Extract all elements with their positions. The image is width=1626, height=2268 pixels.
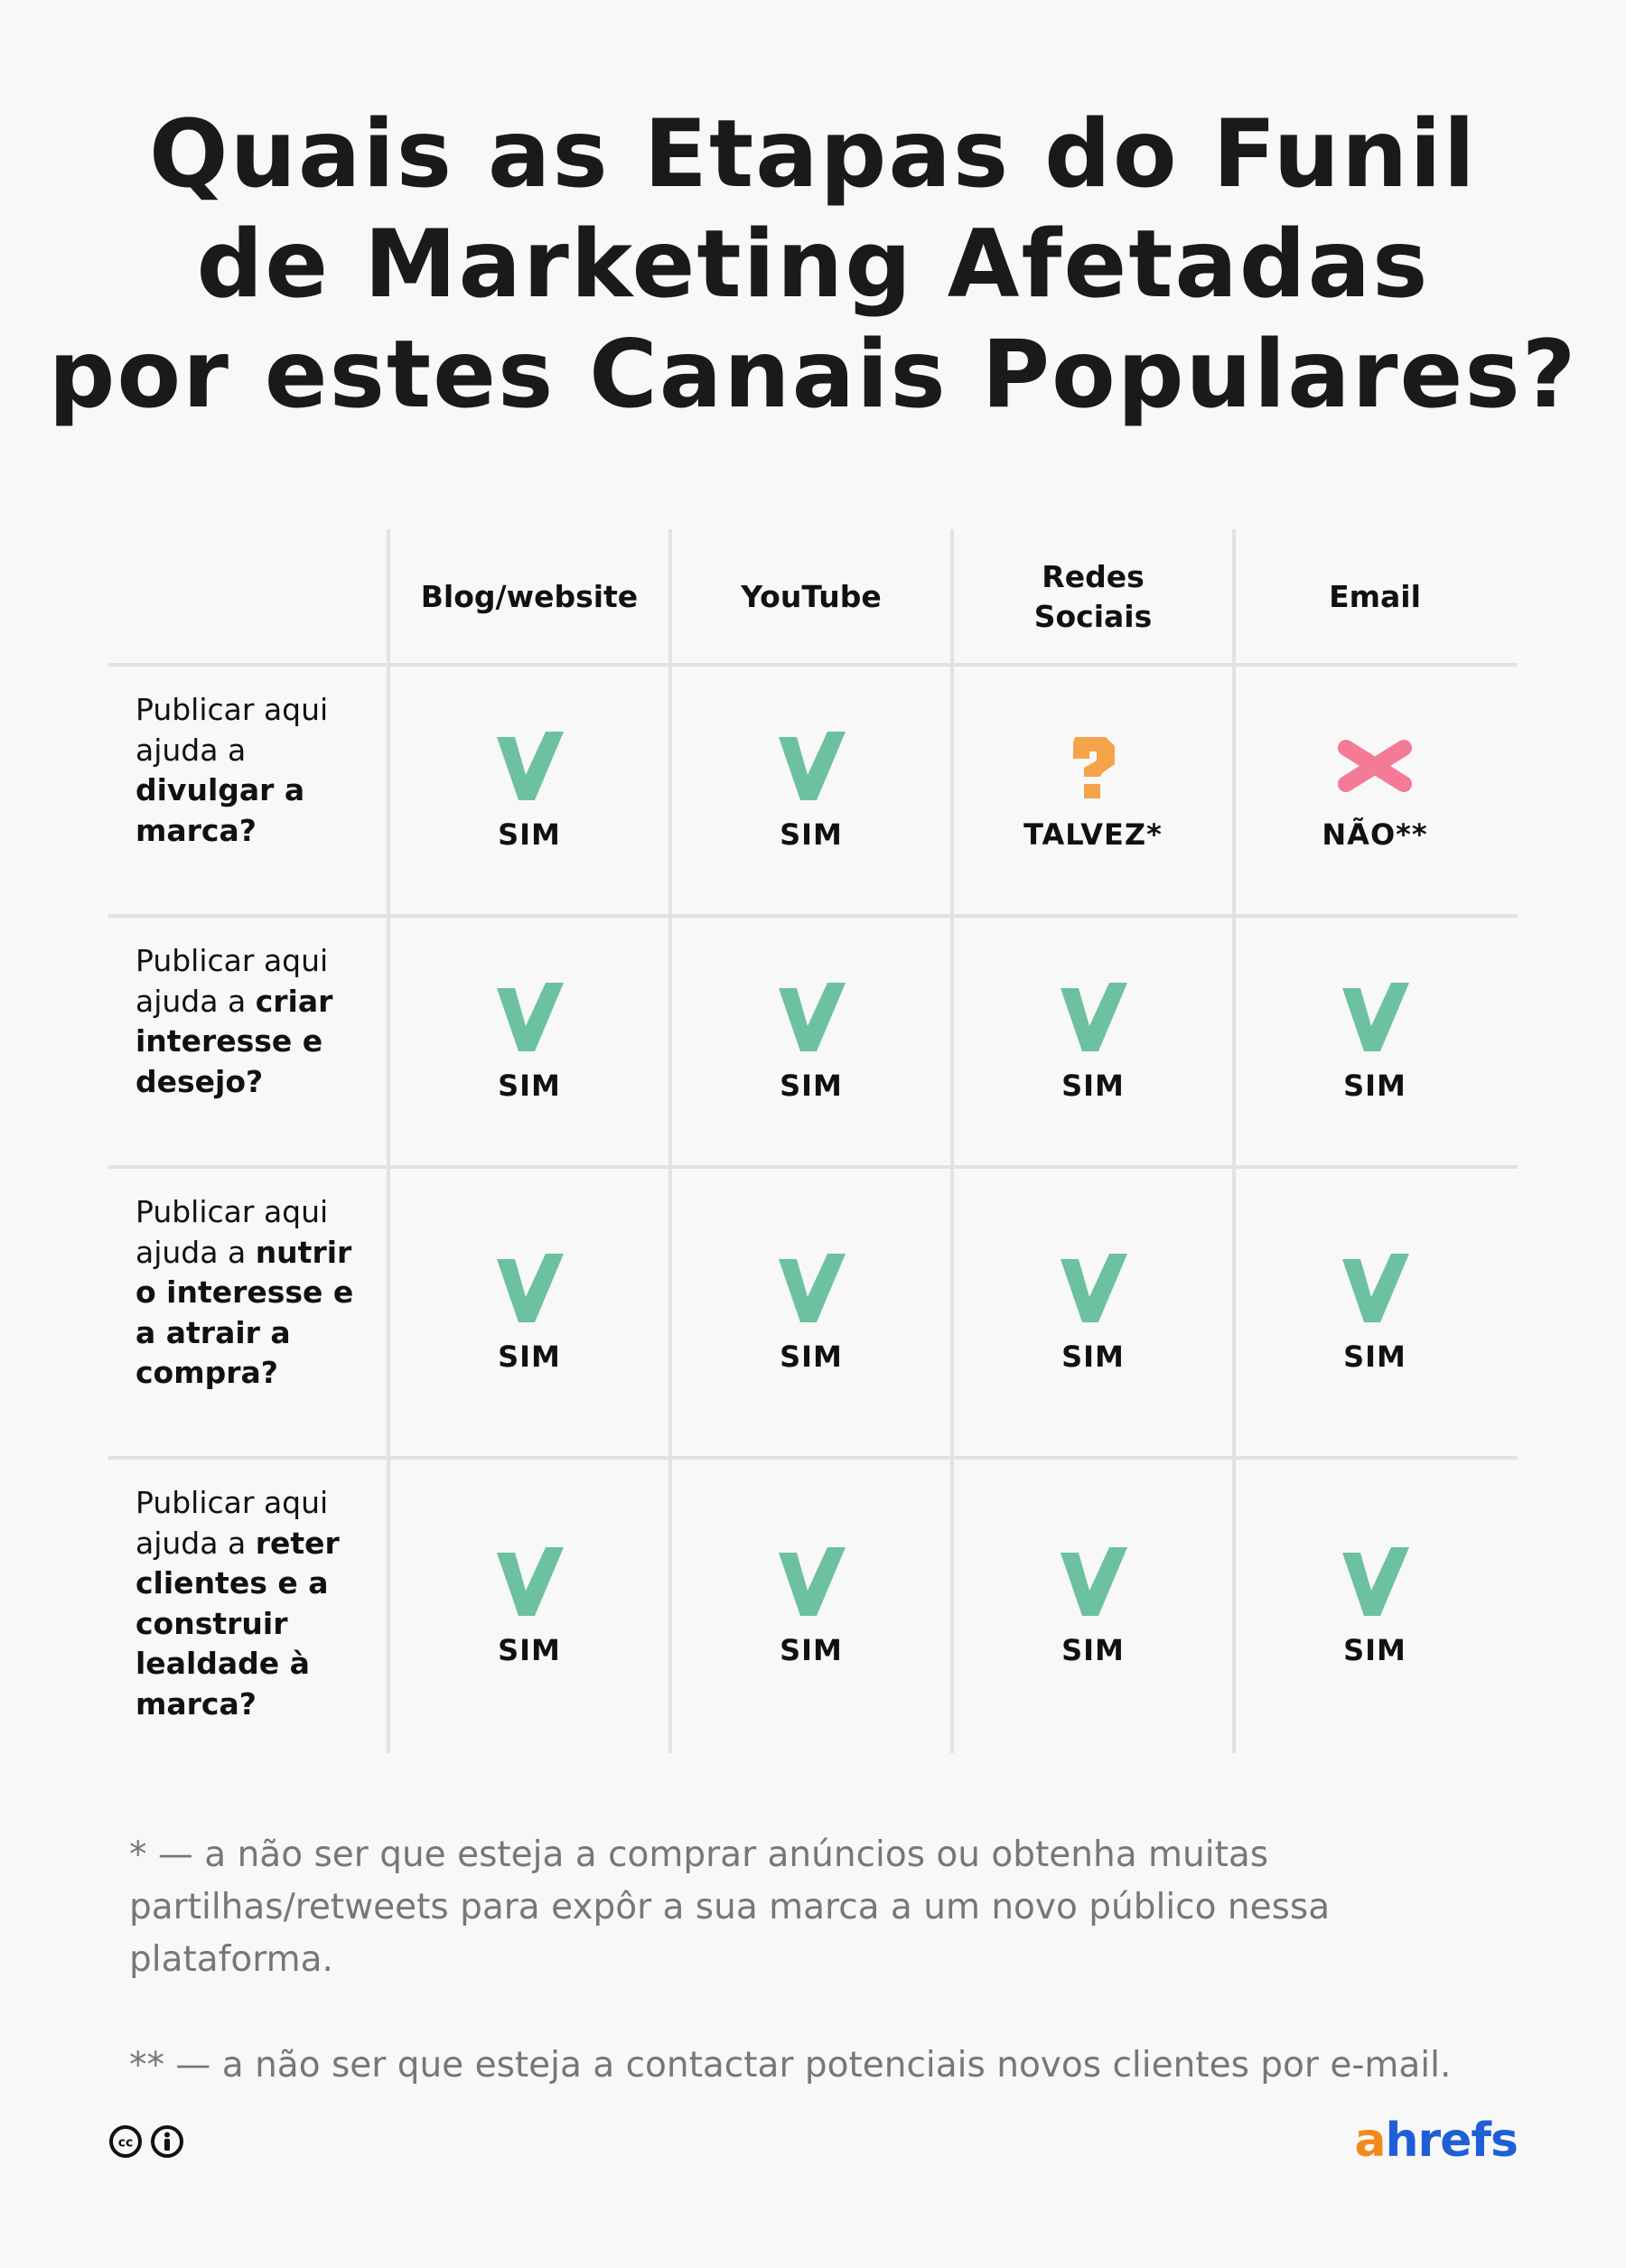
answer-cell: SIM xyxy=(390,1167,668,1458)
answer-label: SIM xyxy=(498,1069,561,1103)
check-icon xyxy=(773,1544,849,1619)
cross-icon xyxy=(1337,728,1413,804)
row-question-emphasis: reter clientes e a construir lealdade à … xyxy=(136,1525,340,1722)
row-question: Publicar aqui ajuda a reter clientes e a… xyxy=(136,1483,361,1724)
column-header-label: YouTube xyxy=(741,579,882,614)
answer-label: SIM xyxy=(1061,1632,1125,1667)
svg-text:cc: cc xyxy=(118,2136,134,2151)
title-line-1: Quais as Etapas do Funil xyxy=(149,100,1477,209)
answer-label: SIM xyxy=(498,1632,561,1667)
page-title: Quais as Etapas do Funil de Marketing Af… xyxy=(0,99,1626,430)
answer-cell: SIM xyxy=(672,1458,950,1753)
answer-cell: SIM xyxy=(390,1458,668,1753)
row-question-text: Publicar aqui ajuda a xyxy=(136,1194,329,1270)
title-line-2: de Marketing Afetadas xyxy=(196,210,1430,319)
column-header-label: Email xyxy=(1329,579,1421,614)
footnote-double-asterisk: ** — a não ser que esteja a contactar po… xyxy=(129,2045,1452,2086)
logo-rest: hrefs xyxy=(1385,2114,1519,2168)
answer-label: SIM xyxy=(780,817,843,852)
answer-label: SIM xyxy=(498,1339,561,1374)
answer-label: SIM xyxy=(780,1339,843,1374)
answer-cell: SIM xyxy=(672,1167,950,1458)
answer-label: SIM xyxy=(1343,1339,1406,1374)
license-icons: cc xyxy=(108,2124,184,2162)
answer-label: SIM xyxy=(1061,1069,1125,1103)
answer-label: SIM xyxy=(780,1069,843,1103)
row-question: Publicar aqui ajuda a divulgar a marca? xyxy=(136,690,361,851)
grid-horizontal-line xyxy=(108,1456,1518,1460)
row-question: Publicar aqui ajuda a criar interesse e … xyxy=(136,941,361,1102)
check-icon xyxy=(1055,979,1131,1055)
logo-a: a xyxy=(1354,2114,1386,2168)
answer-label: SIM xyxy=(1343,1632,1406,1667)
row-question-text: Publicar aqui ajuda a xyxy=(136,1485,329,1561)
check-icon xyxy=(1055,1544,1131,1619)
answer-cell: SIM xyxy=(672,916,950,1167)
answer-label: SIM xyxy=(780,1632,843,1667)
comparison-table: Blog/website YouTube Redes Sociais Email Pub… xyxy=(108,529,1518,1753)
check-icon xyxy=(1337,979,1413,1055)
grid-vertical-line xyxy=(950,529,954,1753)
check-icon xyxy=(491,1250,567,1326)
grid-horizontal-line xyxy=(108,914,1518,918)
answer-label: TALVEZ* xyxy=(1023,817,1163,852)
check-icon xyxy=(773,979,849,1055)
answer-cell: TALVEZ* xyxy=(954,665,1232,916)
answer-cell: SIM xyxy=(1236,1167,1514,1458)
answer-cell: SIM xyxy=(1236,1458,1514,1753)
answer-cell: SIM xyxy=(1236,916,1514,1167)
row-question-text: Publicar aqui ajuda a xyxy=(136,692,329,768)
column-header: Redes Sociais xyxy=(954,529,1232,665)
answer-label: SIM xyxy=(1343,1069,1406,1103)
row-question: Publicar aqui ajuda a nutrir o interesse… xyxy=(136,1192,361,1394)
grid-horizontal-line xyxy=(108,1165,1518,1169)
check-icon xyxy=(1337,1544,1413,1619)
check-icon xyxy=(1337,1250,1413,1326)
row-question-text: Publicar aqui ajuda a xyxy=(136,943,329,1019)
answer-cell: SIM xyxy=(954,1458,1232,1753)
row-question-emphasis: nutrir o interesse e a atrair a compra? xyxy=(136,1234,354,1391)
check-icon xyxy=(773,728,849,804)
column-header: Blog/website xyxy=(390,529,668,665)
creative-commons-icon: cc xyxy=(108,2124,143,2162)
grid-vertical-line xyxy=(1232,529,1236,1753)
column-header: Email xyxy=(1236,529,1514,665)
grid-vertical-line xyxy=(387,529,390,1753)
answer-label: SIM xyxy=(498,817,561,852)
footnote-single-asterisk: * — a não ser que esteja a comprar anúnc… xyxy=(129,1834,1331,1980)
check-icon xyxy=(491,979,567,1055)
answer-cell: SIM xyxy=(954,1167,1232,1458)
check-icon xyxy=(773,1250,849,1326)
question-icon xyxy=(1055,728,1131,804)
row-question-emphasis: criar interesse e desejo? xyxy=(136,983,333,1099)
column-header-label: Blog/website xyxy=(420,579,639,614)
answer-label: NÃO** xyxy=(1322,817,1428,852)
answer-cell: SIM xyxy=(390,665,668,916)
ahrefs-logo: ahrefs xyxy=(1354,2114,1519,2168)
check-icon xyxy=(1055,1250,1131,1326)
column-header-label: Redes Sociais xyxy=(1033,559,1153,634)
answer-cell: SIM xyxy=(390,916,668,1167)
check-icon xyxy=(491,1544,567,1619)
attribution-icon xyxy=(150,2124,184,2162)
answer-cell: SIM xyxy=(954,916,1232,1167)
column-header: YouTube xyxy=(672,529,950,665)
check-icon xyxy=(491,728,567,804)
answer-cell: SIM xyxy=(672,665,950,916)
title-line-3: por estes Canais Populares? xyxy=(48,321,1578,429)
grid-horizontal-line xyxy=(108,663,1518,667)
grid-vertical-line xyxy=(668,529,672,1753)
answer-cell: NÃO** xyxy=(1236,665,1514,916)
answer-label: SIM xyxy=(1061,1339,1125,1374)
row-question-emphasis: divulgar a marca? xyxy=(136,772,305,848)
